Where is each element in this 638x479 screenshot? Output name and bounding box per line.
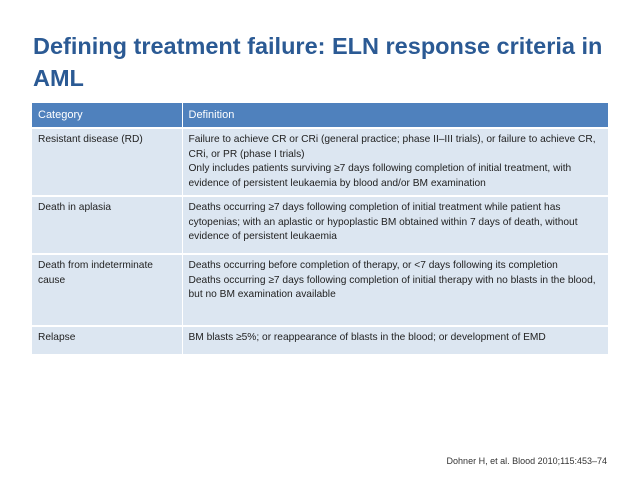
definition-line: Failure to achieve CR or CRi (general pr…	[188, 134, 596, 160]
table-row: Death from indeterminate cause Deaths oc…	[32, 253, 608, 326]
category-cell: Death in aplasia	[32, 195, 182, 254]
definition-line: Deaths occurring ≥7 days following compl…	[188, 202, 578, 242]
table-row: Death in aplasia Deaths occurring ≥7 day…	[32, 195, 608, 254]
citation: Dohner H, et al. Blood 2010;115:453–74	[446, 456, 607, 466]
definition-line: Deaths occurring before completion of th…	[188, 260, 558, 271]
table-row: Resistant disease (RD) Failure to achiev…	[32, 127, 608, 196]
definition-cell: Failure to achieve CR or CRi (general pr…	[181, 127, 608, 196]
definition-cell: BM blasts ≥5%; or reappearance of blasts…	[181, 325, 608, 354]
category-cell: Death from indeterminate cause	[32, 253, 182, 326]
criteria-table: Category Definition Resistant disease (R…	[32, 103, 608, 354]
column-header-category: Category	[32, 103, 182, 128]
category-cell: Resistant disease (RD)	[32, 127, 182, 196]
definition-cell: Deaths occurring ≥7 days following compl…	[181, 195, 608, 254]
slide-title: Defining treatment failure: ELN response…	[33, 33, 603, 91]
definition-cell: Deaths occurring before completion of th…	[181, 253, 608, 326]
table-header-row: Category Definition	[32, 103, 608, 128]
category-cell: Relapse	[32, 325, 182, 354]
definition-line: Only includes patients surviving ≥7 days…	[188, 163, 572, 189]
table-row: Relapse BM blasts ≥5%; or reappearance o…	[32, 325, 608, 354]
definition-line: BM blasts ≥5%; or reappearance of blasts…	[188, 332, 546, 343]
column-header-definition: Definition	[181, 103, 608, 128]
definition-line: Deaths occurring ≥7 days following compl…	[188, 274, 596, 301]
